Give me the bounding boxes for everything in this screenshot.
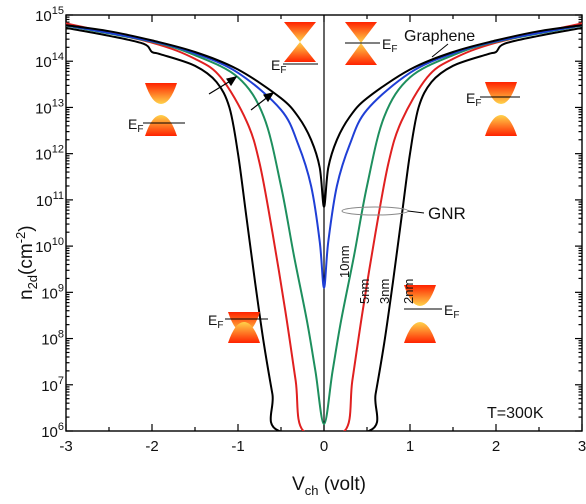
band-diagram-graphene-right: EF [345, 22, 397, 65]
series-line-3nm [66, 22, 582, 431]
fermi-label-1: EF [271, 57, 286, 76]
y-tick-label: 1015 [35, 5, 64, 25]
cone-shape [345, 22, 377, 43]
y-tick-labels: 106 107 108 109 1010 1011 1012 1013 1014 1015 [35, 5, 64, 441]
series-line-2nm [66, 26, 582, 431]
series-line-10nm [66, 24, 582, 289]
arrow-line-1 [208, 79, 233, 95]
series-line-5nm [66, 24, 582, 426]
cone-shape [485, 82, 517, 104]
fermi-label-6: EF [444, 302, 459, 321]
x-tick-label: -1 [231, 438, 244, 455]
y-tick-label: 1013 [35, 97, 64, 117]
cone-shape [404, 285, 436, 306]
cone-shape [404, 322, 436, 343]
temperature-label: T=300K [487, 405, 544, 422]
fermi-label-2: EF [382, 36, 397, 55]
graphene-label: Graphene [404, 28, 475, 45]
x-tick-labels: -3 -2 -1 0 1 2 3 [59, 438, 586, 455]
x-axis-title: Vch (volt) [292, 474, 366, 498]
cone-shape [485, 115, 517, 136]
width-label-10nm: 10nm [337, 245, 352, 278]
x-tick-label: 2 [492, 438, 500, 455]
width-label-5nm: 5nm [357, 279, 372, 304]
arrows [208, 76, 275, 111]
x-tick-label: 3 [578, 438, 586, 455]
y-tick-label: 107 [41, 375, 64, 395]
band-diagram-right-bottom: EF [404, 285, 459, 343]
x-tick-label: -2 [145, 438, 158, 455]
series-line-graphene [66, 24, 582, 208]
x-tick-label: 0 [320, 438, 328, 455]
fermi-label-5: EF [208, 312, 223, 331]
y-tick-label: 106 [41, 421, 64, 441]
cone-shape [228, 322, 260, 343]
cone-shape [345, 43, 377, 65]
y-tick-label: 1014 [35, 51, 64, 71]
conduction-cone-shape [284, 42, 316, 62]
y-tick-label: 1011 [36, 190, 64, 210]
cone-shape [145, 83, 177, 104]
y-tick-label: 109 [41, 282, 64, 302]
y-tick-label: 108 [41, 329, 64, 349]
fermi-label-4: EF [466, 90, 481, 109]
width-label-2nm: 2nm [401, 279, 416, 304]
x-tick-label: 1 [406, 438, 414, 455]
y-tick-label: 1012 [35, 144, 64, 164]
fermi-label-3: EF [128, 116, 143, 135]
gnr-label: GNR [428, 204, 466, 223]
y-axis-title: n2d(cm-2) [13, 225, 40, 300]
gnr-pointer [407, 210, 425, 214]
graphene-pointer [431, 43, 449, 58]
arrowhead-1 [226, 76, 238, 87]
band-diagram-right-top: EF [466, 82, 520, 136]
width-label-3nm: 3nm [377, 279, 392, 304]
x-tick-label: -3 [59, 438, 72, 455]
band-diagram-left-bottom: EF [208, 312, 268, 343]
gnr-ellipse [341, 206, 409, 216]
band-diagram-graphene-center: EF [271, 22, 318, 76]
series-lines [66, 22, 582, 431]
band-diagram-left-top: EF [128, 83, 185, 136]
y-tick-label: 1010 [35, 236, 64, 256]
axis-ticks [65, 14, 583, 432]
cone-shape [145, 115, 177, 136]
arrowhead-2 [263, 92, 275, 103]
valence-cone-shape [284, 22, 316, 42]
